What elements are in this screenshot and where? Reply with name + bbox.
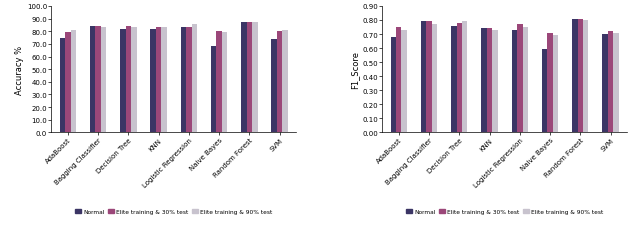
Bar [583,21,588,133]
Y-axis label: F1_Score: F1_Score [350,51,360,89]
Bar [271,40,277,133]
Bar [456,24,462,133]
Bar [186,28,191,133]
Bar [180,28,186,133]
Bar [150,30,156,133]
Bar [90,26,95,133]
Bar [65,33,70,133]
Bar [211,46,216,133]
Bar [396,28,401,133]
Bar [511,31,517,133]
Bar [547,33,553,133]
Bar [451,27,456,133]
Bar [161,28,167,133]
Bar [401,31,407,133]
Bar [60,38,65,133]
Bar [481,29,487,133]
Bar [542,50,547,133]
Bar [572,19,577,133]
Bar [517,25,522,133]
Bar [241,23,246,133]
Bar [156,28,161,133]
Bar [282,31,288,133]
Legend: Normal, Elite training & 30% test, Elite training & 90% test: Normal, Elite training & 30% test, Elite… [75,209,273,214]
Bar [492,31,498,133]
Bar [522,28,528,133]
Bar [120,30,125,133]
Bar [131,28,136,133]
Bar [390,38,396,133]
Bar [125,26,131,133]
Bar [216,31,222,133]
Legend: Normal, Elite training & 30% test, Elite training & 90% test: Normal, Elite training & 30% test, Elite… [406,209,604,214]
Bar [613,33,619,133]
Bar [95,26,101,133]
Bar [553,36,558,133]
Bar [487,29,492,133]
Bar [421,22,426,133]
Bar [70,31,76,133]
Bar [277,31,282,133]
Bar [222,33,227,133]
Bar [246,23,252,133]
Bar [577,19,583,133]
Bar [101,28,106,133]
Bar [191,25,197,133]
Bar [432,25,437,133]
Y-axis label: Accuracy %: Accuracy % [15,45,24,94]
Bar [602,35,608,133]
Bar [462,22,467,133]
Bar [426,22,432,133]
Bar [252,23,257,133]
Bar [608,32,613,133]
